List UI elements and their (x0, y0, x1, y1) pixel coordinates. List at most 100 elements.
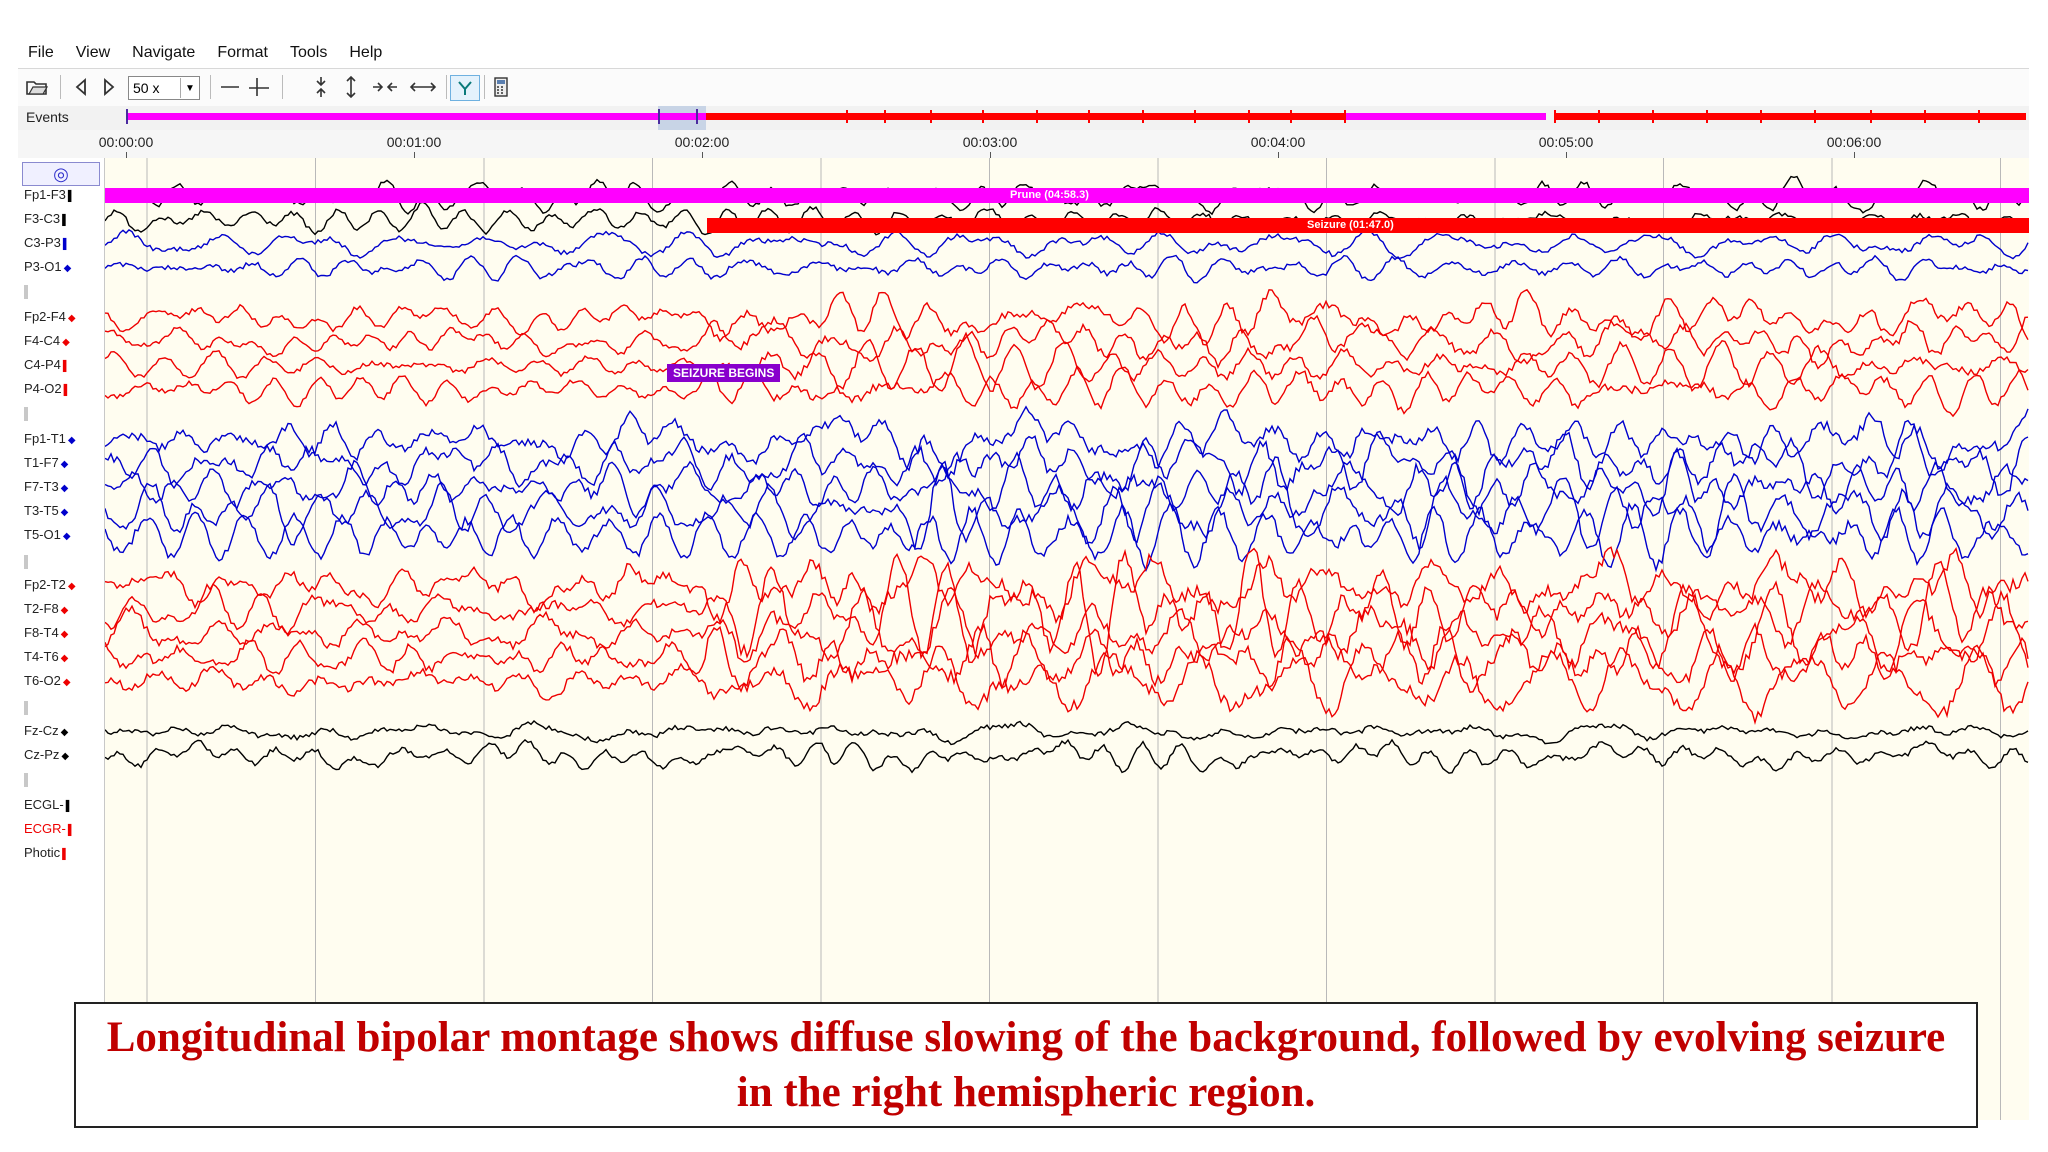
event-marker (1870, 110, 1872, 123)
channel-label[interactable]: C3-P3 ▌ (24, 235, 70, 250)
event-marker (126, 109, 128, 124)
channel-color-marker: ◆ (62, 531, 71, 542)
increase-sensitivity-icon[interactable] (246, 75, 272, 99)
eeg-channel-trace (105, 446, 2029, 519)
menu-file[interactable]: File (28, 44, 54, 61)
channel-name: T4-T6 (24, 649, 59, 664)
channel-label[interactable]: Cz-Pz ◆ (24, 747, 69, 762)
channel-color-marker: ◆ (67, 435, 76, 446)
events-label: Events (26, 109, 69, 125)
group-separator (24, 773, 28, 787)
channel-label[interactable]: F8-T4 ◆ (24, 625, 68, 640)
menu-view[interactable]: View (75, 44, 111, 61)
seizure-begins-label: SEIZURE BEGINS (673, 366, 775, 380)
open-folder-icon[interactable] (24, 75, 50, 99)
eeg-trace-area[interactable]: Prune (04:58.3) Seizure (01:47.0) SEIZUR… (105, 158, 2029, 1120)
channel-label[interactable]: T4-T6 ◆ (24, 649, 68, 664)
channel-label[interactable]: T2-F8 ◆ (24, 601, 68, 616)
channel-label[interactable]: Fp1-T1 ◆ (24, 431, 76, 446)
montage-button[interactable]: ◎ (22, 162, 100, 186)
channel-label[interactable]: P3-O1 ◆ (24, 259, 71, 274)
expand-channels-icon[interactable] (340, 75, 362, 99)
channel-label[interactable]: ECGR- ▌ (24, 821, 75, 836)
channel-label[interactable]: F3-C3 ▌ (24, 211, 69, 226)
time-tick: 00:03:00 (962, 134, 1018, 150)
channel-name: P4-O2 (24, 381, 62, 396)
channel-name: Cz-Pz (24, 747, 60, 762)
event-marker (846, 110, 848, 123)
menu-navigate[interactable]: Navigate (132, 44, 196, 61)
event-marker (658, 109, 660, 124)
event-marker (1978, 110, 1980, 123)
next-page-icon[interactable] (98, 75, 120, 99)
channel-name: F7-T3 (24, 479, 59, 494)
channel-color-marker: ▌ (62, 215, 70, 226)
channel-name: Fp2-T2 (24, 577, 66, 592)
event-marker (1036, 110, 1038, 123)
channel-label[interactable]: T1-F7 ◆ (24, 455, 68, 470)
compress-time-icon[interactable] (370, 75, 400, 99)
eeg-channel-trace (105, 254, 2029, 284)
channel-label[interactable]: Fp2-T2 ◆ (24, 577, 76, 592)
channel-label[interactable]: Fp1-F3 ▌ (24, 187, 75, 202)
eeg-channel-trace (105, 364, 2029, 418)
eeg-channel-trace (105, 201, 2029, 236)
channel-name: F3-C3 (24, 211, 61, 226)
channel-name: Fp1-T1 (24, 431, 66, 446)
menu-tools[interactable]: Tools (290, 44, 328, 61)
zoom-select[interactable]: 50 x ▼ (128, 76, 200, 100)
seizure-annotation-bar[interactable]: Seizure (01:47.0) (707, 218, 2029, 233)
seizure-begins-tag[interactable]: SEIZURE BEGINS (667, 364, 781, 382)
channel-label[interactable]: Photic ▌ (24, 845, 69, 860)
eeg-channel-trace (105, 288, 2029, 346)
channel-name: Fp2-F4 (24, 309, 66, 324)
channel-label[interactable]: F7-T3 ◆ (24, 479, 68, 494)
eeg-channel-trace (105, 547, 2029, 678)
calculator-icon[interactable] (490, 75, 512, 99)
channel-label[interactable]: T3-T5 ◆ (24, 503, 68, 518)
channel-name: T3-T5 (24, 503, 59, 518)
channel-label[interactable]: ECGL- ▌ (24, 797, 73, 812)
eeg-channel-trace (105, 405, 2029, 480)
toolbar: 50 x ▼ (18, 68, 2029, 108)
channel-color-marker: ◆ (67, 581, 76, 592)
channel-color-marker: ◆ (62, 337, 70, 348)
channel-label[interactable]: F4-C4 ◆ (24, 333, 70, 348)
eeg-viewer-window: File View Navigate Format Tools Help 50 … (18, 38, 2029, 1120)
channel-name: T2-F8 (24, 601, 59, 616)
channel-label[interactable]: Fp2-F4 ◆ (24, 309, 76, 324)
menu-format[interactable]: Format (217, 44, 268, 61)
eeg-waveforms (105, 158, 2029, 1120)
channel-color-marker: ◆ (60, 629, 69, 640)
eeg-channel-trace (105, 621, 2029, 694)
prune-annotation-bar[interactable]: Prune (04:58.3) (105, 188, 2029, 203)
expand-time-icon[interactable] (408, 75, 438, 99)
channel-color-marker: ▌ (67, 825, 75, 836)
time-tick: 00:02:00 (674, 134, 730, 150)
caption-text: Longitudinal bipolar montage shows diffu… (106, 1014, 1946, 1116)
eeg-channel-trace (105, 331, 2029, 393)
group-separator (24, 285, 28, 299)
time-ruler[interactable]: 00:00:00 00:01:00 00:02:00 00:03:00 00:0… (18, 130, 2029, 159)
decrease-sensitivity-icon[interactable] (218, 75, 242, 99)
channel-color-marker: ▌ (65, 801, 73, 812)
group-separator (24, 407, 28, 421)
events-timeline[interactable] (18, 106, 2029, 130)
chevron-down-icon[interactable]: ▼ (180, 78, 199, 98)
compress-channels-icon[interactable] (310, 75, 332, 99)
eeg-channel-trace (105, 738, 2029, 774)
menu-help[interactable]: Help (349, 44, 383, 61)
channel-label[interactable]: P4-O2 ▌ (24, 381, 71, 396)
channel-color-marker: ◆ (63, 263, 72, 274)
event-marker (1760, 110, 1762, 123)
seizure-annotation-label: Seizure (01:47.0) (1307, 219, 1394, 231)
channel-label[interactable]: Fz-Cz ◆ (24, 723, 68, 738)
eeg-channel-trace (105, 720, 2029, 746)
channel-label[interactable]: C4-P4 ▌ (24, 357, 70, 372)
channel-label[interactable]: T6-O2 ◆ (24, 673, 71, 688)
seizure-event-bar (1554, 113, 2026, 120)
filter-icon[interactable] (450, 75, 480, 101)
channel-label[interactable]: T5-O1 ◆ (24, 527, 71, 542)
event-marker (696, 109, 698, 124)
previous-page-icon[interactable] (70, 75, 92, 99)
